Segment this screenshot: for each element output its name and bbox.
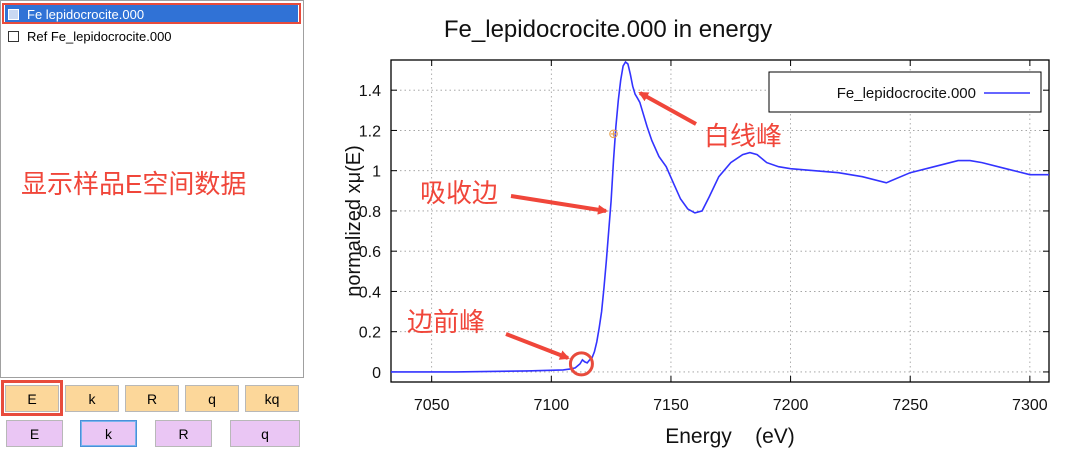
annotation-arrow bbox=[638, 91, 697, 126]
x-tick-label: 7050 bbox=[414, 397, 450, 414]
x-axis: 7050 7100 7150 7200 7250 7300 bbox=[414, 60, 1048, 414]
chart-title: Fe_lepidocrocite.000 in energy bbox=[444, 16, 772, 43]
pre-edge-circle bbox=[568, 351, 594, 377]
y-tick-label: 0.2 bbox=[359, 325, 381, 342]
x-tick-label: 7200 bbox=[773, 397, 809, 414]
plot-kq-button[interactable]: kq bbox=[245, 385, 299, 412]
marked-k-button[interactable]: k bbox=[80, 420, 137, 447]
annotation-absorption-edge: 吸收边 bbox=[420, 179, 608, 215]
y-tick-label: 0.8 bbox=[359, 204, 381, 221]
marker-crosshair[interactable]: ⊕ bbox=[608, 127, 619, 142]
annotation-pre-edge: 边前峰 bbox=[407, 308, 570, 360]
y-tick-label: 0.4 bbox=[359, 284, 381, 301]
legend: Fe_lepidocrocite.000 bbox=[768, 71, 1042, 113]
y-tick-label: 1.2 bbox=[359, 123, 381, 140]
marked-q-button[interactable]: q bbox=[230, 420, 300, 447]
group-checkbox[interactable] bbox=[8, 8, 19, 20]
annotation-text: 吸收边 bbox=[420, 179, 498, 209]
group-list-item[interactable]: Ref Fe_lepidocrocite.000 bbox=[5, 27, 172, 45]
plot-e-button[interactable]: E bbox=[5, 385, 59, 412]
chart-grid bbox=[391, 60, 1049, 382]
x-tick-label: 7150 bbox=[653, 397, 689, 414]
y-axis-label: normalized xμ(E) bbox=[343, 145, 365, 297]
y-tick-label: 1.4 bbox=[359, 83, 381, 100]
annotation-text: 白线峰 bbox=[704, 122, 782, 152]
group-label: Fe lepidocrocite.000 bbox=[27, 6, 145, 22]
y-tick-label: 1 bbox=[372, 164, 381, 181]
y-tick-label: 0 bbox=[372, 365, 381, 382]
plot-canvas[interactable]: Fe_lepidocrocite.000 in energy 7050 7100 7… bbox=[304, 0, 1080, 456]
marked-r-button[interactable]: R bbox=[155, 420, 212, 447]
group-checkbox[interactable] bbox=[8, 30, 19, 42]
plot-frame bbox=[390, 59, 1050, 383]
x-tick-label: 7100 bbox=[534, 397, 570, 414]
x-tick-label: 7300 bbox=[1012, 397, 1048, 414]
highlight-box bbox=[1, 380, 63, 416]
plot-q-button[interactable]: q bbox=[185, 385, 239, 412]
legend-label: Fe_lepidocrocite.000 bbox=[837, 85, 976, 102]
group-list[interactable]: Fe lepidocrocite.000 Ref Fe_lepidocrocit… bbox=[0, 0, 304, 378]
annotation-white-line: 白线峰 bbox=[638, 91, 782, 152]
annotation-arrow bbox=[510, 194, 608, 215]
annotation-text: 边前峰 bbox=[407, 308, 485, 338]
group-panel: Fe lepidocrocite.000 Ref Fe_lepidocrocit… bbox=[0, 0, 304, 456]
y-tick-label: 0.6 bbox=[359, 244, 381, 261]
panel-annotation: 显示样品E空间数据 bbox=[21, 169, 247, 199]
group-label: Ref Fe_lepidocrocite.000 bbox=[27, 28, 172, 44]
marked-e-button[interactable]: E bbox=[6, 420, 63, 447]
x-tick-label: 7250 bbox=[892, 397, 928, 414]
y-axis: 0 0.2 0.4 0.6 0.8 1 1.2 1.4 bbox=[359, 83, 1049, 382]
plot-r-button[interactable]: R bbox=[125, 385, 179, 412]
x-axis-label: Energy (eV) bbox=[665, 425, 795, 448]
annotation-arrow bbox=[505, 332, 570, 360]
group-list-item[interactable]: Fe lepidocrocite.000 bbox=[5, 5, 298, 23]
plot-k-button[interactable]: k bbox=[65, 385, 119, 412]
